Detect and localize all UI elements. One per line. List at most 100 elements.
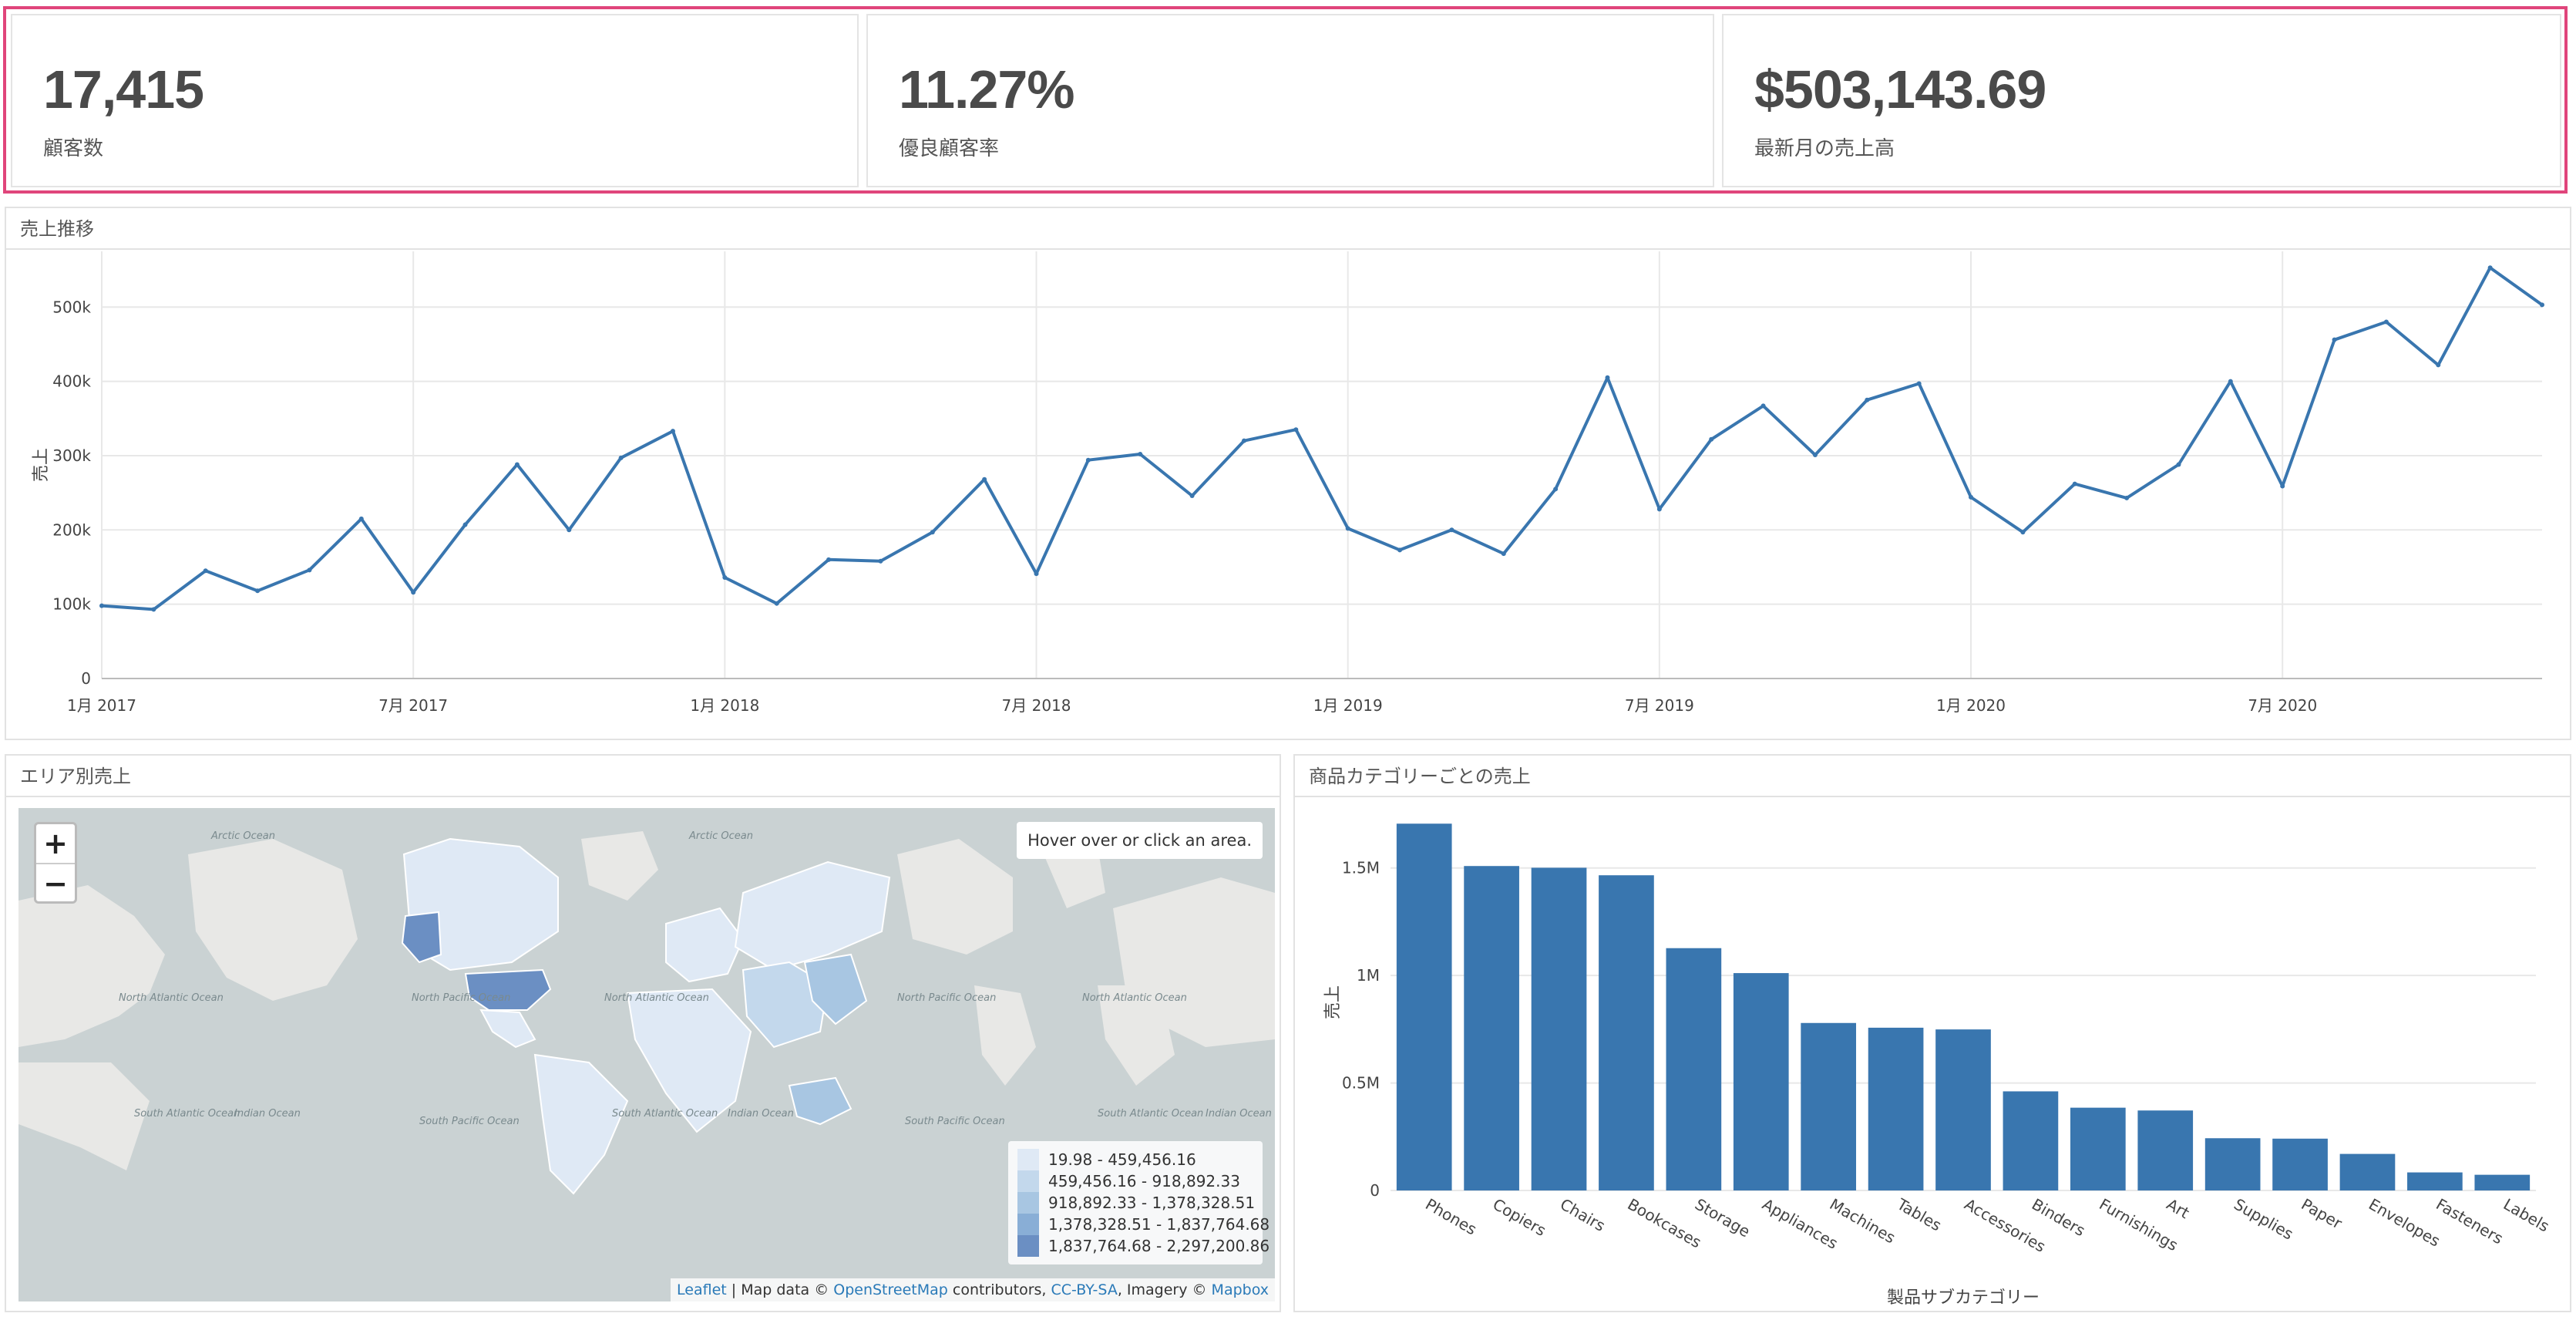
- zoom-in-button[interactable]: +: [36, 824, 75, 864]
- continent-africa[interactable]: [626, 988, 752, 1133]
- data-point: [930, 530, 935, 535]
- map-attribution: Leaflet | Map data © OpenStreetMap contr…: [671, 1278, 1275, 1301]
- x-tick-label: Paper: [2299, 1195, 2346, 1233]
- x-tick-label: Fasteners: [2433, 1195, 2506, 1248]
- bar: [1599, 875, 1654, 1190]
- data-point: [514, 462, 520, 467]
- mapbox-link[interactable]: Mapbox: [1211, 1281, 1269, 1298]
- country-india-region[interactable]: [742, 961, 829, 1049]
- land-greenland: [581, 831, 658, 901]
- kpi-value: 17,415: [43, 59, 204, 120]
- map-shapes[interactable]: Arctic Ocean Arctic Ocean North Atlantic…: [18, 808, 1275, 1301]
- kpi-label: 顧客数: [43, 137, 104, 160]
- panel-title: 売上推移: [6, 208, 2570, 250]
- sales-line: [101, 266, 2544, 611]
- data-point: [411, 590, 416, 595]
- data-point: [307, 567, 312, 573]
- country-australia[interactable]: [788, 1076, 853, 1126]
- bar: [1733, 973, 1789, 1190]
- continent-europe[interactable]: [665, 907, 745, 983]
- land-west-asia: [18, 885, 165, 1047]
- legend-label: 1,378,328.51 - 1,837,764.68: [1048, 1215, 1270, 1234]
- ocean-label: North Atlantic Ocean: [119, 992, 224, 1004]
- ocean-label: Arctic Ocean: [210, 830, 275, 842]
- sales-trend-chart[interactable]: 0 100k 200k 300k 400k 500k 1月 2017 7月 2017 1月 20…: [6, 251, 2570, 742]
- ocean-label: South Atlantic Ocean: [134, 1108, 240, 1120]
- data-point: [1760, 403, 1766, 409]
- x-tick-label: 1月 2019: [1313, 696, 1383, 715]
- panel-title: エリア別売上: [6, 756, 1280, 797]
- osm-link[interactable]: OpenStreetMap: [833, 1281, 948, 1298]
- ocean-label: Indian Ocean: [728, 1108, 794, 1120]
- data-point: [2487, 265, 2493, 271]
- license-link[interactable]: CC-BY-SA: [1051, 1281, 1118, 1298]
- data-point: [1553, 487, 1559, 492]
- data-point: [1969, 494, 1974, 500]
- data-point: [2540, 302, 2544, 308]
- country-china[interactable]: [803, 953, 868, 1025]
- ocean-label: South Atlantic Ocean: [612, 1108, 718, 1120]
- category-sales-panel: 商品カテゴリーごとの売上 0 0.5M 1M 1.5M Phones Copiers Cha…: [1293, 754, 2571, 1312]
- data-point: [826, 557, 832, 562]
- data-point: [2332, 337, 2337, 342]
- country-mexico[interactable]: [479, 1009, 536, 1049]
- zoom-control: + −: [34, 822, 77, 904]
- bar: [1464, 866, 1519, 1190]
- land-east-greenland: [1044, 847, 1105, 908]
- x-tick-label: Tables: [1893, 1194, 1945, 1234]
- y-axis-title: 売上: [1323, 985, 1343, 1019]
- map-info-box: Hover over or click an area.: [1017, 822, 1263, 859]
- data-point: [722, 574, 728, 580]
- category-sales-chart[interactable]: 0 0.5M 1M 1.5M Phones Copiers Chairs Bookcases S…: [1295, 799, 2570, 1314]
- legend-label: 459,456.16 - 918,892.33: [1048, 1172, 1240, 1190]
- y-tick-label: 1.5M: [1342, 859, 1380, 877]
- country-alaska[interactable]: [401, 911, 442, 964]
- bar: [2339, 1153, 2396, 1190]
- ocean-label: Indian Ocean: [1206, 1108, 1272, 1120]
- kpi-value: $503,143.69: [1754, 59, 2046, 120]
- x-tick-label: 1月 2018: [690, 696, 759, 715]
- data-point: [358, 516, 364, 521]
- bar: [1868, 1027, 1924, 1190]
- world-map[interactable]: Arctic Ocean Arctic Ocean North Atlantic…: [18, 808, 1275, 1301]
- data-point: [2176, 462, 2181, 467]
- ocean-label: North Atlantic Ocean: [1082, 992, 1187, 1004]
- continent-south-america[interactable]: [533, 1053, 629, 1195]
- land-east-americas: [897, 839, 1013, 955]
- zoom-out-button[interactable]: −: [43, 867, 68, 901]
- data-point: [2383, 319, 2389, 325]
- land-east-south-america: [974, 985, 1036, 1086]
- ocean-label: North Pacific Ocean: [897, 992, 996, 1004]
- x-tick-label: 1月 2017: [67, 696, 136, 715]
- legend-label: 1,837,764.68 - 2,297,200.86: [1048, 1237, 1270, 1255]
- bar: [2272, 1138, 2328, 1190]
- x-tick-label: Supplies: [2231, 1195, 2296, 1244]
- panel-title: 商品カテゴリーごとの売上: [1295, 756, 2570, 797]
- legend-swatch: [1017, 1170, 1039, 1192]
- data-point: [1605, 375, 1610, 380]
- y-tick-label: 500k: [52, 298, 91, 316]
- data-point: [1501, 551, 1506, 557]
- data-point: [255, 588, 261, 594]
- kpi-label: 最新月の売上高: [1754, 137, 1895, 160]
- country-usa[interactable]: [464, 968, 552, 1011]
- data-point: [2436, 362, 2441, 368]
- data-point: [1189, 493, 1195, 498]
- kpi-value: 11.27%: [899, 59, 1075, 120]
- data-point: [1812, 452, 1818, 457]
- data-point: [567, 527, 572, 533]
- country-russia[interactable]: [734, 860, 891, 971]
- data-point: [1034, 571, 1039, 577]
- y-tick-label: 1M: [1357, 966, 1380, 985]
- data-point: [670, 429, 675, 434]
- x-tick-label: Copiers: [1490, 1195, 1549, 1240]
- data-point: [2072, 481, 2077, 487]
- y-tick-label: 0.5M: [1342, 1074, 1380, 1093]
- legend-item: 459,456.16 - 918,892.33: [1017, 1170, 1253, 1192]
- y-tick-label: 0: [81, 669, 91, 688]
- data-point: [2280, 483, 2285, 489]
- bar: [2003, 1091, 2059, 1190]
- legend-swatch: [1017, 1235, 1039, 1257]
- data-point: [2228, 379, 2233, 384]
- leaflet-link[interactable]: Leaflet: [677, 1281, 727, 1298]
